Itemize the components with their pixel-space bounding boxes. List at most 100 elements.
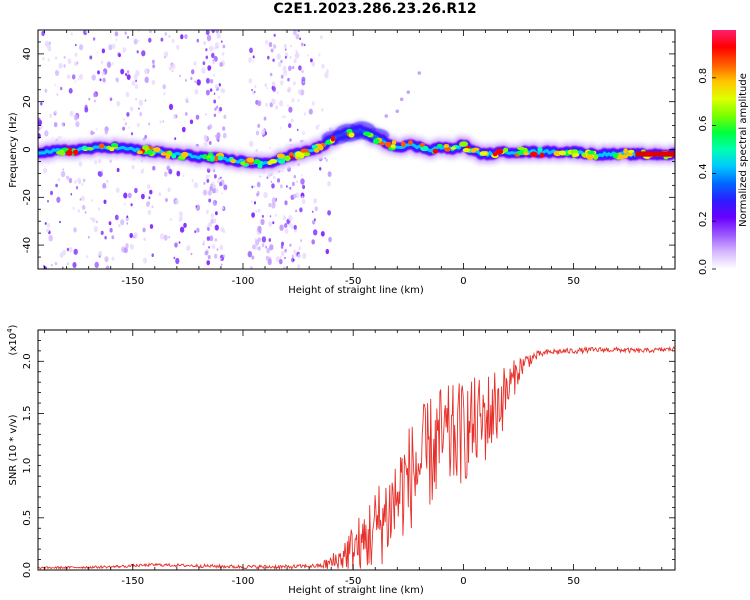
noise-speck — [253, 201, 257, 205]
noise-speck — [206, 260, 210, 266]
noise-speck — [417, 71, 422, 75]
noise-speck — [84, 211, 87, 214]
noise-speck — [284, 200, 288, 206]
noise-speck — [122, 126, 125, 131]
noise-speck — [293, 249, 297, 255]
noise-speck — [203, 182, 206, 185]
spectrogram-frame — [37, 29, 676, 270]
noise-speck — [182, 174, 185, 178]
noise-speck — [288, 222, 292, 227]
ridge-cell — [81, 145, 88, 150]
noise-speck — [79, 73, 83, 80]
noise-speck — [257, 225, 262, 233]
noise-speck — [306, 53, 309, 57]
noise-speck — [129, 232, 133, 239]
noise-speck — [116, 167, 120, 173]
noise-speck — [69, 110, 74, 117]
noise-speck — [109, 97, 113, 101]
noise-speck — [67, 262, 69, 266]
ridge-cell — [65, 149, 73, 156]
noise-speck — [185, 97, 189, 103]
noise-speck — [88, 97, 91, 101]
noise-speck — [138, 40, 140, 43]
noise-speck — [208, 174, 211, 177]
noise-speck — [104, 129, 108, 135]
noise-speck — [293, 175, 296, 179]
noise-speck — [123, 247, 128, 254]
noise-speck — [279, 100, 284, 107]
noise-speck — [265, 245, 268, 249]
noise-speck — [220, 176, 222, 179]
noise-speck — [168, 35, 171, 38]
noise-speck — [263, 116, 267, 121]
y-tick-label: 1.5 — [22, 406, 33, 422]
noise-speck — [144, 135, 148, 139]
noise-speck — [276, 53, 281, 60]
noise-speck — [301, 69, 304, 74]
ridge-cell — [537, 147, 543, 152]
noise-speck — [95, 128, 98, 131]
ridge-cell — [288, 152, 294, 157]
noise-speck — [183, 222, 187, 228]
noise-speck — [294, 52, 299, 60]
noise-speck — [91, 74, 96, 81]
noise-speck — [301, 198, 306, 204]
noise-speck — [273, 44, 277, 49]
y-tick-label: 20 — [22, 95, 33, 108]
noise-speck — [109, 159, 112, 163]
noise-speck — [152, 64, 156, 69]
noise-speck — [271, 81, 276, 87]
noise-speck — [104, 236, 107, 240]
noise-speck — [179, 211, 183, 217]
ridge-cell — [495, 148, 504, 155]
noise-speck — [214, 174, 217, 179]
noise-speck — [202, 240, 205, 244]
ridge-cell — [437, 143, 443, 148]
noise-speck — [79, 44, 84, 51]
snr-panel: -150 -100 -50 0 50 0.0 0.5 1.0 1.5 2.0 Height of… — [6, 324, 676, 596]
noise-speck — [90, 199, 93, 202]
noise-speck — [131, 80, 136, 86]
colorbar-tick-label: 0.8 — [698, 68, 709, 84]
noise-speck — [325, 158, 328, 162]
noise-speck — [208, 124, 213, 130]
noise-speck — [144, 99, 147, 102]
noise-speck — [87, 236, 90, 239]
ridge-cell — [73, 149, 79, 156]
noise-speck — [248, 78, 253, 84]
spectrogram-y-axis-label: Frequency (Hz) — [8, 112, 19, 188]
noise-speck — [67, 74, 71, 79]
noise-speck — [193, 182, 199, 189]
noise-speck — [93, 92, 97, 98]
noise-speck — [221, 40, 223, 43]
ridge-cell — [581, 152, 586, 157]
noise-speck — [291, 181, 295, 187]
noise-speck — [131, 165, 135, 169]
noise-speck — [208, 246, 211, 249]
noise-speck — [133, 232, 138, 239]
noise-speck — [268, 41, 273, 48]
colorbar-label: Normalized spectral amplitude — [738, 73, 749, 227]
noise-speck — [291, 98, 295, 103]
noise-speck — [151, 59, 155, 64]
ridge-cell — [298, 152, 305, 159]
noise-speck — [77, 209, 81, 213]
noise-speck — [114, 31, 119, 37]
noise-speck — [195, 114, 200, 120]
colorbar-ticks: 0.0 0.2 0.4 0.6 0.8 — [698, 68, 716, 275]
noise-speck — [282, 65, 287, 72]
spectrogram-x-tick-labels: -150 -100 -50 0 50 — [121, 276, 580, 287]
noise-speck — [205, 209, 209, 214]
ridge-cell — [85, 147, 94, 151]
noise-speck — [281, 115, 284, 118]
noise-speck — [212, 199, 218, 206]
x-tick-label: -100 — [232, 576, 255, 587]
noise-speck — [135, 98, 137, 101]
y-tick-label: 0 — [22, 146, 33, 152]
noise-speck — [263, 191, 268, 199]
noise-speck — [202, 242, 205, 246]
noise-speck — [220, 227, 225, 233]
noise-speck — [293, 30, 297, 36]
noise-speck — [81, 182, 84, 186]
noise-speck — [135, 79, 138, 83]
